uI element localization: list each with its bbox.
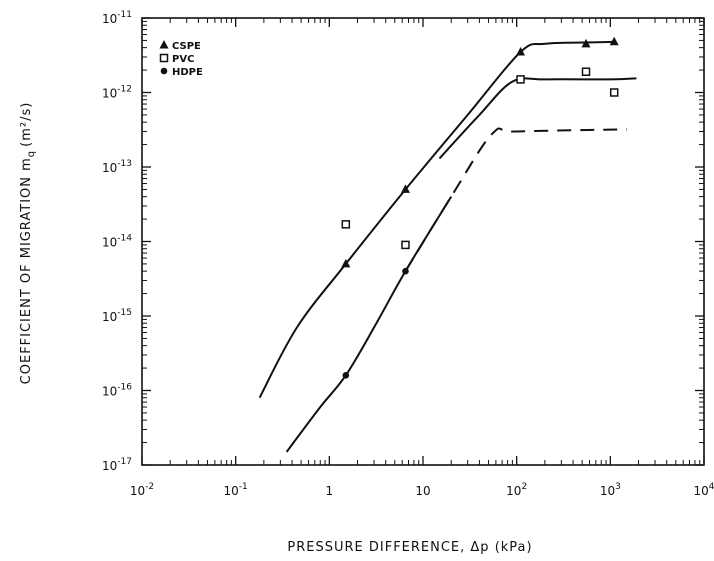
y-tick-label: 10-17 [102,457,132,473]
legend: CSPE PVC HDPE [159,40,203,78]
y-tick-label: 10-13 [102,159,132,175]
y-axis-label-main: COEFFICIENT OF MIGRATION m [19,157,34,384]
curve-pvc [438,77,637,160]
y-axis-label-sub: q [26,150,37,157]
point-pvc [609,88,619,97]
series-markers [341,36,619,379]
curve-hdpe-solid [285,196,453,453]
point-cspe [400,184,410,193]
y-tick-label: 10-14 [102,234,132,250]
legend-marker-pvc [159,53,169,63]
y-tick-label: 10-12 [102,85,132,101]
x-axis-label: PRESSURE DIFFERENCE, Δp (kPa) [287,540,532,555]
point-cspe [516,46,526,56]
y-axis-label: COEFFICIENT OF MIGRATION mq (m²/s) [19,102,37,385]
series-curves [258,40,637,453]
point-pvc [516,75,525,84]
x-tick-label: 104 [693,482,714,498]
x-tick-label: 10 [415,484,430,498]
legend-label-cspe: CSPE [172,41,201,52]
axis-ticks: 10-2 10-1 1 10 102 103 10410-1710-1610-1510-14… [102,10,714,498]
legend-marker-hdpe [160,67,168,75]
point-cspe [609,36,619,46]
x-tick-label: 103 [600,482,621,498]
y-axis-label-units: (m²/s) [19,102,34,147]
legend-label-pvc: PVC [172,54,194,65]
svg-text:COEFFICIENT OF MIGRATION mq(m²: COEFFICIENT OF MIGRATION mq (m²/s) [19,102,37,385]
point-pvc [401,240,410,250]
curve-hdpe-dashed [404,127,627,272]
x-tick-label: 10-1 [224,482,248,498]
point-pvc [341,220,351,229]
legend-marker-cspe [159,40,169,49]
y-tick-label: 10-16 [102,383,132,399]
x-tick-label: 102 [506,482,527,498]
point-cspe [341,258,351,268]
point-hdpe [342,371,350,379]
x-tick-label: 1 [326,484,334,498]
y-tick-label: 10-11 [102,10,132,26]
legend-label-hdpe: HDPE [172,67,203,78]
curve-cspe [258,40,615,399]
point-hdpe [402,267,409,275]
point-cspe [581,38,591,48]
point-pvc [581,67,591,76]
y-tick-label: 10-15 [102,308,132,324]
x-tick-label: 10-2 [130,482,154,498]
